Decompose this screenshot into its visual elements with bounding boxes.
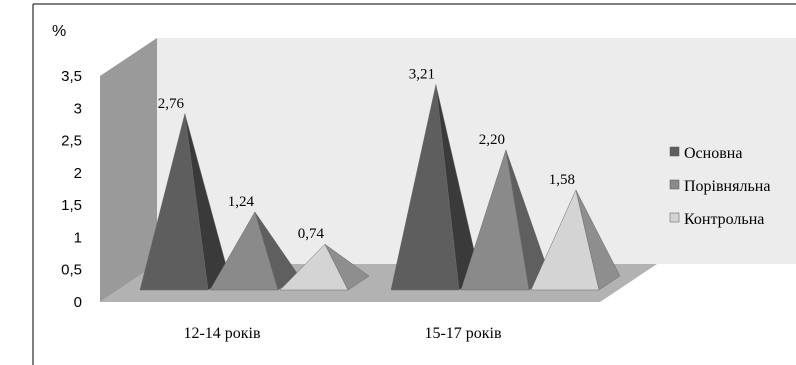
legend-label: Основна (684, 145, 742, 162)
pyramid-front-face (209, 211, 279, 291)
y-tick-label: 2 (74, 165, 82, 182)
pyramid-bar: 0,74 (279, 226, 370, 291)
y-tick-label: 1 (74, 229, 82, 246)
y-tick-label: 3,5 (61, 68, 82, 85)
chart-back-wall (157, 38, 796, 264)
chart-bars: 2,76 1,24 0,74 3,21 2,20 1,58 (139, 67, 621, 291)
chart-legend: Основна Порівняльна Контрольна (669, 145, 770, 228)
legend-swatch (669, 146, 680, 157)
y-tick-label: 1,5 (61, 197, 82, 214)
pyramid-bar: 3,21 (390, 67, 481, 291)
pyramid-front-face (139, 113, 209, 291)
y-axis-ticks: 0 0,5 1 1,5 2 2,5 3 3,5 (61, 68, 82, 311)
pyramid-bar: 2,76 (139, 96, 230, 291)
data-label: 0,74 (298, 226, 325, 242)
pyramid-front-face (390, 84, 460, 291)
pyramid-front-face (279, 243, 349, 291)
category-label: 12-14 років (183, 325, 261, 342)
y-tick-label: 2,5 (61, 133, 82, 150)
data-label: 2,76 (158, 96, 185, 112)
data-label: 2,20 (479, 132, 505, 148)
y-tick-label: 0,5 (61, 262, 82, 279)
legend-swatch (669, 179, 680, 190)
data-label: 3,21 (409, 67, 435, 83)
chart-side-wall (100, 38, 157, 302)
pyramid-front-face (530, 189, 600, 291)
pyramid-front-face (460, 149, 530, 291)
y-tick-label: 0 (74, 294, 82, 311)
category-labels: 12-14 років 15-17 років (183, 325, 502, 342)
data-label: 1,58 (549, 172, 575, 188)
legend-label: Порівняльна (684, 178, 770, 195)
data-label: 1,24 (228, 194, 255, 210)
pyramid-bar: 1,58 (530, 172, 621, 291)
y-tick-label: 3 (74, 100, 82, 117)
category-label: 15-17 років (424, 325, 502, 342)
pyramid-bar: 1,24 (209, 194, 300, 291)
y-axis-unit-label: % (52, 23, 66, 40)
pyramid-bar: 2,20 (460, 132, 551, 291)
legend-label: Контрольна (684, 211, 764, 228)
legend-swatch (669, 212, 680, 223)
